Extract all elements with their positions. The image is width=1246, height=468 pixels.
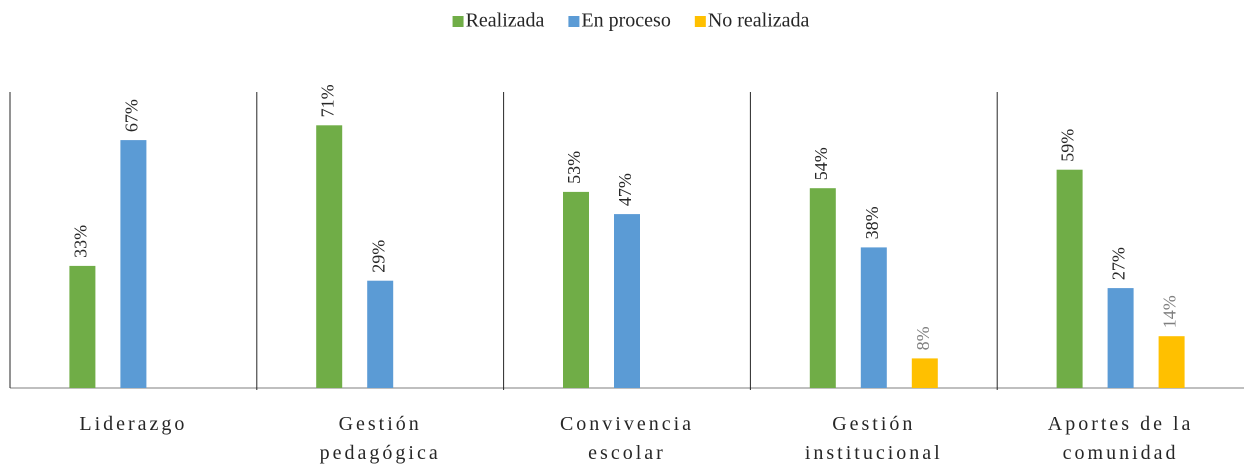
value-label: 67%: [122, 99, 142, 132]
legend-label: No realizada: [708, 10, 810, 32]
value-label: 71%: [317, 84, 337, 117]
bar: [1056, 169, 1083, 388]
bar: [614, 214, 640, 388]
bar: [860, 247, 887, 388]
value-label: 53%: [564, 151, 584, 184]
value-label: 54%: [811, 147, 831, 180]
x-tick-label: pedagógica: [320, 442, 441, 464]
bar: [563, 191, 589, 388]
value-label: 8%: [913, 326, 933, 350]
legend-swatch: [694, 16, 706, 27]
value-label: 14%: [1160, 295, 1180, 328]
x-tick-label: Aportes de la: [1048, 413, 1194, 435]
value-label: 27%: [1109, 247, 1129, 280]
x-tick-label: escolar: [588, 442, 666, 464]
legend-label: Realizada: [466, 10, 545, 32]
x-tick-label: Gestión: [339, 413, 422, 435]
bar: [809, 188, 836, 388]
legend-swatch: [568, 16, 580, 27]
bar: [316, 125, 343, 389]
x-tick-label: comunidad: [1063, 442, 1179, 464]
bar: [911, 358, 938, 388]
x-tick-label: institucional: [805, 442, 943, 464]
legend-label: En proceso: [581, 10, 670, 32]
value-label: 33%: [71, 225, 91, 258]
value-label: 38%: [862, 206, 882, 239]
bar: [1107, 288, 1134, 388]
value-label: 29%: [368, 240, 388, 273]
bar: [69, 265, 96, 388]
x-tick-label: Gestión: [832, 413, 915, 435]
bar: [367, 280, 394, 388]
x-tick-label: Convivencia: [560, 413, 694, 435]
legend-swatch: [452, 16, 464, 27]
bar: [1158, 336, 1185, 388]
value-label: 59%: [1058, 129, 1078, 162]
value-label: 47%: [615, 173, 635, 206]
x-tick-label: Liderazgo: [79, 413, 187, 435]
bar: [120, 140, 147, 388]
